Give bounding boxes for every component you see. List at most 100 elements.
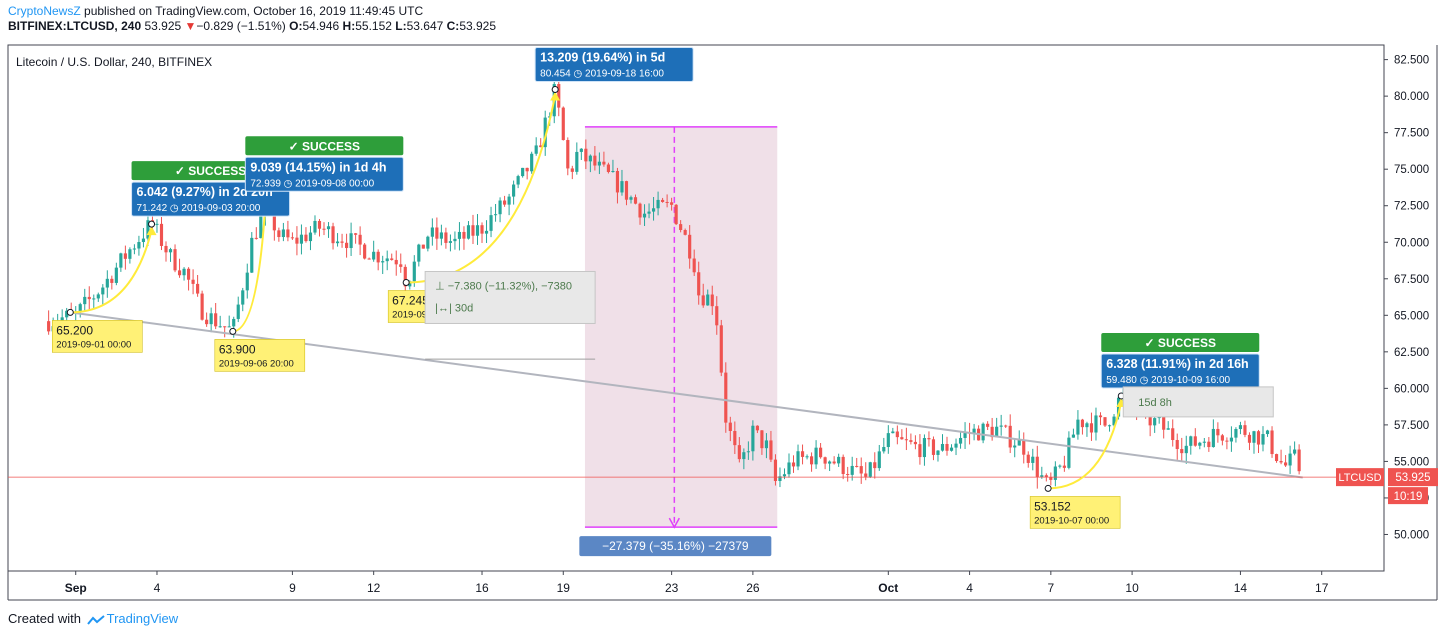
close-value: 53.925 <box>459 19 497 33</box>
candle <box>1049 477 1053 480</box>
pivot-label-box <box>214 339 306 372</box>
candle <box>196 283 200 294</box>
candle <box>326 226 331 230</box>
candle <box>1225 440 1229 442</box>
candle <box>760 430 764 449</box>
candle <box>828 461 832 464</box>
candle <box>679 224 683 231</box>
candle <box>110 278 114 283</box>
pivot-label-date: 2019-09-01 00:00 <box>56 339 131 350</box>
candle <box>837 456 841 464</box>
candle <box>503 200 507 205</box>
candle <box>1013 445 1017 448</box>
candle <box>864 473 868 477</box>
candle <box>719 325 723 373</box>
candle <box>1265 430 1270 435</box>
candle <box>561 107 565 141</box>
candle <box>1040 475 1044 477</box>
target-callout-box <box>534 47 694 83</box>
candle <box>254 237 258 239</box>
candle <box>570 168 574 172</box>
candle <box>236 304 240 319</box>
candle <box>159 223 164 246</box>
candle <box>949 447 954 451</box>
drop-box-arrow-head <box>668 517 680 529</box>
target-callout-box <box>244 156 404 192</box>
candle <box>566 140 570 169</box>
candle <box>706 294 710 306</box>
candle <box>1004 425 1008 427</box>
candle <box>972 428 976 433</box>
candle <box>724 372 728 423</box>
candle <box>435 227 439 239</box>
candle <box>791 462 796 467</box>
x-tick-label: Sep <box>65 581 87 595</box>
close-label: C: <box>446 19 460 33</box>
candle <box>399 264 403 267</box>
x-tick-label: 12 <box>367 581 381 595</box>
pivot-label-box <box>52 320 143 353</box>
x-tick-label: 4 <box>966 581 973 595</box>
tradingview-brand[interactable]: TradingView <box>106 611 179 626</box>
drop-label-box <box>579 536 772 557</box>
candle <box>751 425 755 452</box>
high-label: H: <box>342 19 356 33</box>
candle <box>453 238 457 242</box>
candle <box>1008 425 1012 448</box>
x-tick-label: Oct <box>878 581 898 595</box>
candle <box>426 236 430 249</box>
candle <box>173 249 177 271</box>
candle <box>755 425 759 431</box>
candle <box>710 294 714 307</box>
countdown-tag <box>1388 487 1428 505</box>
candle <box>191 279 195 284</box>
y-tick-label: 77.500 <box>1394 128 1429 140</box>
candle <box>742 452 746 460</box>
author-link[interactable]: CryptoNewsZ <box>8 4 81 18</box>
candle <box>1238 425 1243 430</box>
candle <box>376 251 380 263</box>
target-callout-detail: 80.454 ◷ 2019-09-18 16:00 <box>540 69 664 80</box>
candle <box>394 259 398 265</box>
success-badge-text: ✓ SUCCESS <box>175 164 246 178</box>
candle <box>475 225 480 236</box>
candle <box>105 278 109 288</box>
candle <box>584 148 588 162</box>
candle <box>308 232 313 242</box>
candle <box>1202 441 1206 443</box>
candle <box>1207 441 1211 448</box>
candle <box>493 214 498 216</box>
candle <box>47 321 51 332</box>
pivot-label-price: 63.900 <box>219 342 256 356</box>
candle <box>670 202 674 205</box>
y-tick-label: 70.000 <box>1394 237 1429 249</box>
candle <box>507 196 511 205</box>
candle <box>1243 425 1247 435</box>
candle <box>1171 428 1175 441</box>
candle <box>1022 439 1026 455</box>
candle <box>1035 456 1039 477</box>
candle <box>800 451 805 457</box>
candle <box>223 326 227 328</box>
candle <box>922 438 927 458</box>
candle <box>927 438 931 440</box>
measure-1-price: ⊥ −7.380 (−11.32%), −7380 <box>435 280 572 292</box>
footer: Created with TradingView <box>8 611 178 626</box>
tradingview-logo-icon <box>86 614 105 625</box>
candle <box>123 253 127 259</box>
candle <box>322 228 326 230</box>
candle <box>1274 454 1279 462</box>
candle <box>281 229 285 238</box>
pivot-point <box>1044 484 1052 492</box>
candle <box>895 431 899 438</box>
candle <box>543 117 547 148</box>
candle <box>96 294 100 299</box>
candle <box>101 287 105 295</box>
candle <box>900 437 904 440</box>
candle <box>1044 475 1048 478</box>
y-tick-label: 67.500 <box>1394 274 1429 286</box>
high-value: 55.152 <box>355 19 392 33</box>
target-arrowhead <box>146 226 157 236</box>
candle <box>1058 465 1062 467</box>
